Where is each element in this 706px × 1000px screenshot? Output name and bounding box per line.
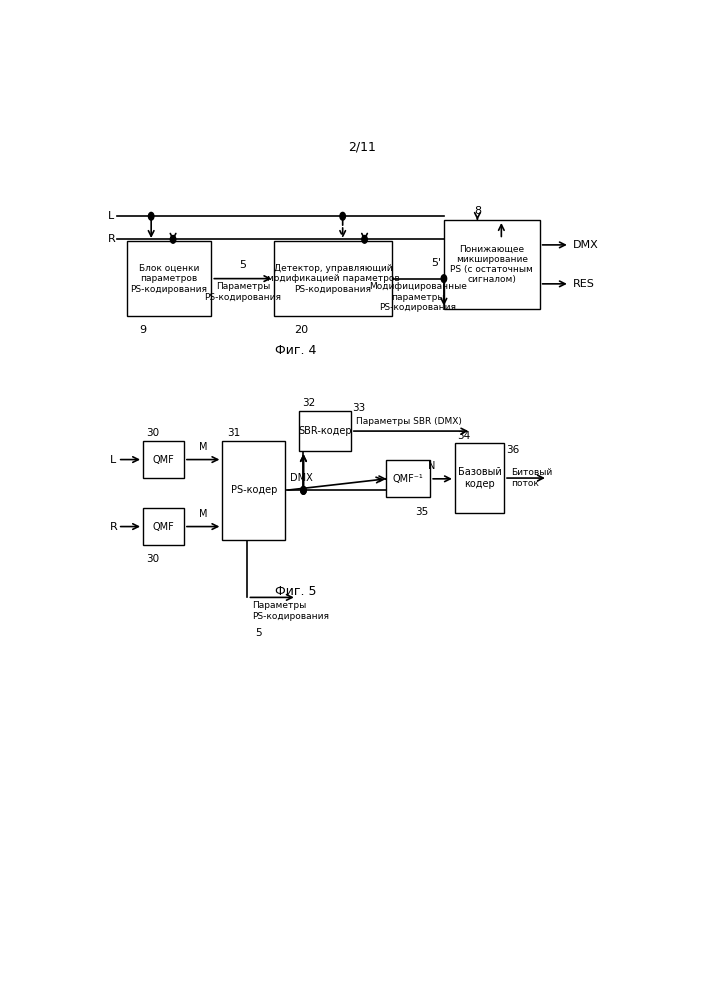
Text: Базовый
кодер: Базовый кодер (457, 467, 501, 489)
Text: M: M (199, 442, 208, 452)
Text: DMX: DMX (573, 240, 598, 250)
FancyBboxPatch shape (143, 508, 184, 545)
Text: 8: 8 (474, 206, 481, 216)
FancyBboxPatch shape (222, 441, 285, 540)
Text: PS-кодер: PS-кодер (231, 485, 277, 495)
Circle shape (148, 212, 154, 220)
Text: Фиг. 5: Фиг. 5 (275, 585, 317, 598)
Text: Понижающее
микширование
PS (с остаточным
сигналом): Понижающее микширование PS (с остаточным… (450, 244, 533, 284)
Text: N: N (428, 461, 436, 471)
Text: 33: 33 (352, 403, 366, 413)
Text: Параметры
PS-кодирования: Параметры PS-кодирования (252, 601, 329, 621)
Circle shape (301, 487, 306, 494)
Text: 5: 5 (239, 260, 246, 270)
Text: 5: 5 (256, 628, 263, 638)
Text: 30: 30 (145, 554, 159, 564)
Text: 20: 20 (294, 325, 309, 335)
FancyBboxPatch shape (386, 460, 430, 497)
Circle shape (170, 235, 176, 243)
Text: Блок оценки
параметров
PS-кодирования: Блок оценки параметров PS-кодирования (131, 264, 208, 294)
Text: R: R (110, 522, 118, 532)
Text: 2/11: 2/11 (348, 140, 376, 153)
Text: L: L (107, 211, 114, 221)
Text: Модифицированные
параметры
PS-кодирования: Модифицированные параметры PS-кодировани… (369, 282, 467, 312)
Text: 5': 5' (431, 258, 441, 268)
Text: Детектор, управляющий
модификацией параметров
PS-кодирования: Детектор, управляющий модификацией парам… (267, 264, 400, 294)
Text: 31: 31 (227, 428, 240, 438)
Text: 35: 35 (415, 507, 429, 517)
Text: QMF: QMF (152, 522, 174, 532)
Text: DMX: DMX (289, 473, 312, 483)
Text: SBR-кодер: SBR-кодер (298, 426, 352, 436)
Text: M: M (199, 509, 208, 519)
Text: R: R (107, 234, 115, 244)
Circle shape (301, 487, 306, 494)
FancyBboxPatch shape (444, 220, 539, 309)
Circle shape (441, 275, 447, 282)
FancyBboxPatch shape (299, 411, 351, 451)
Text: QMF⁻¹: QMF⁻¹ (393, 474, 424, 484)
Text: Параметры SBR (DMX): Параметры SBR (DMX) (357, 417, 462, 426)
Text: L: L (110, 455, 116, 465)
Text: 9: 9 (139, 325, 147, 335)
Text: 32: 32 (302, 398, 315, 408)
FancyBboxPatch shape (455, 443, 504, 513)
Circle shape (361, 235, 367, 243)
Text: QMF: QMF (152, 455, 174, 465)
FancyBboxPatch shape (143, 441, 184, 478)
FancyBboxPatch shape (274, 241, 392, 316)
Text: 36: 36 (506, 445, 520, 455)
Text: RES: RES (573, 279, 594, 289)
Text: 30: 30 (145, 428, 159, 438)
Circle shape (340, 212, 345, 220)
Text: 34: 34 (457, 431, 471, 441)
Text: Параметры
PS-кодирования: Параметры PS-кодирования (204, 282, 281, 302)
FancyBboxPatch shape (126, 241, 211, 316)
Text: Битовый
поток: Битовый поток (510, 468, 552, 488)
Text: Фиг. 4: Фиг. 4 (275, 344, 317, 358)
